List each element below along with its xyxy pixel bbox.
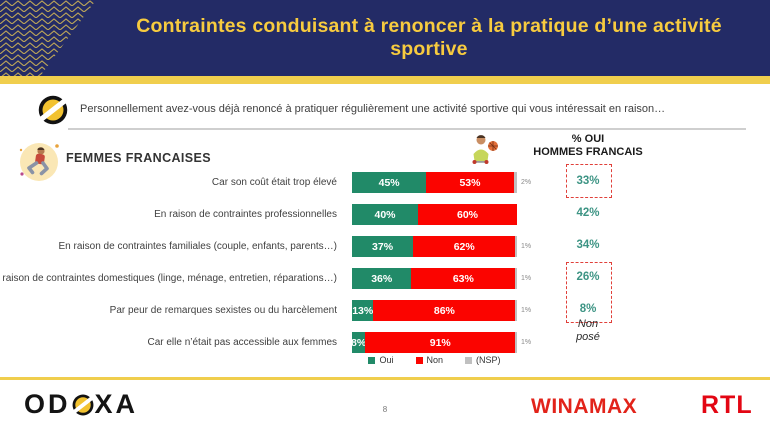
rtl-logo: RTL [701,391,753,419]
bar-segment-nsp [515,300,517,321]
category-label: En raison de contraintes familiales (cou… [58,241,337,252]
legend-label: (NSP) [476,355,501,365]
odoxa-ball-icon [34,95,72,125]
bar-segment-oui: 8% [351,332,366,353]
bar-segment-non: 86% [373,300,516,321]
footer-divider [0,377,770,380]
right-value: 26% [576,271,600,283]
nsp-label: 1% [521,275,532,282]
bar-segment-oui: 36% [352,268,412,289]
chart-row: Car son coût était trop élevé 45% 53% 2% [0,172,545,193]
runner-icon [16,139,62,185]
right-value-not-asked: Non posé [576,318,600,343]
sportsman-icon [468,131,502,165]
separator-line [68,128,746,130]
group-label: FEMMES FRANCAISES [66,151,212,165]
bar-segment-nsp [515,332,517,353]
chart-row: En raison de contraintes familiales (cou… [0,236,545,257]
bar-track: 40% 60% [352,204,517,225]
legend-label: Oui [379,355,394,365]
category-label: En raison de contraintes professionnelle… [154,209,337,220]
chart-row: En raison de contraintes domestiques (li… [0,268,545,289]
bar-segment-non: 63% [411,268,516,289]
bar-segment-non: 53% [426,172,514,193]
right-value: 34% [576,239,600,251]
right-column-header-line2: HOMMES FRANCAIS [533,146,643,158]
legend-item-non: Non [415,355,444,365]
category-label: Car son coût était trop élevé [211,177,337,188]
right-value: 42% [576,207,600,219]
chevron-pattern [0,0,96,76]
highlight-box-domestic-sexism [566,262,612,323]
nsp-label: 1% [521,243,532,250]
chart-row: En raison de contraintes professionnelle… [0,204,545,225]
nsp-label: 1% [521,339,532,346]
right-value: 8% [579,303,597,315]
bar-segment-non: 62% [413,236,516,257]
category-label: Par peur de remarques sexistes ou du har… [109,305,337,316]
legend-swatch [465,356,473,364]
bar-segment-nsp [515,268,517,289]
bar-segment-oui: 45% [352,172,427,193]
bar-track: 45% 53% [352,172,517,193]
bar-segment-non: 91% [365,332,516,353]
question-text: Personnellement avez-vous déjà renoncé à… [80,103,666,115]
odoxa-logo: OD XA [24,389,138,420]
bar-track: 13% 86% [352,300,517,321]
gold-divider [0,76,770,84]
odoxa-logo-suffix: XA [94,389,139,419]
chart-legend: Oui Non (NSP) [352,355,517,365]
chart-rows: Car son coût était trop élevé 45% 53% 2% En … [0,172,545,364]
bar-track: 36% 63% [352,268,517,289]
category-label: En raison de contraintes domestiques (li… [0,273,337,284]
bar-track: 37% 62% [352,236,517,257]
winamax-logo: WINAMAX [531,395,638,418]
chart-row: Par peur de remarques sexistes ou du har… [0,300,545,321]
bar-segment-oui: 13% [352,300,374,321]
page-title: Contraintes conduisant à renoncer à la p… [136,15,722,60]
odoxa-ball-icon [71,393,94,416]
bar-segment-oui: 37% [352,236,414,257]
bar-segment-non: 60% [418,204,517,225]
header-banner: Contraintes conduisant à renoncer à la p… [0,0,770,76]
legend-swatch [368,356,376,364]
bar-segment-nsp [515,236,517,257]
legend-swatch [415,356,423,364]
bar-segment-oui: 40% [352,204,418,225]
right-column-header-line1: % OUI [571,133,605,145]
legend-label: Non [426,355,444,365]
legend-item-nsp: (NSP) [465,355,501,365]
nsp-label: 2% [521,179,532,186]
right-column-header: % OUI HOMMES FRANCAIS [528,133,648,159]
odoxa-logo-prefix: OD [24,389,71,419]
highlight-box-cost [566,164,612,198]
chart-row: Car elle n’était pas accessible aux femm… [0,332,545,353]
right-value: 33% [576,175,600,187]
bar-segment-nsp [513,172,517,193]
nsp-label: 1% [521,307,532,314]
legend-item-oui: Oui [368,355,394,365]
page-number: 8 [382,405,388,414]
bar-track: 8% 91% [351,332,517,353]
category-label: Car elle n’était pas accessible aux femm… [147,337,337,348]
